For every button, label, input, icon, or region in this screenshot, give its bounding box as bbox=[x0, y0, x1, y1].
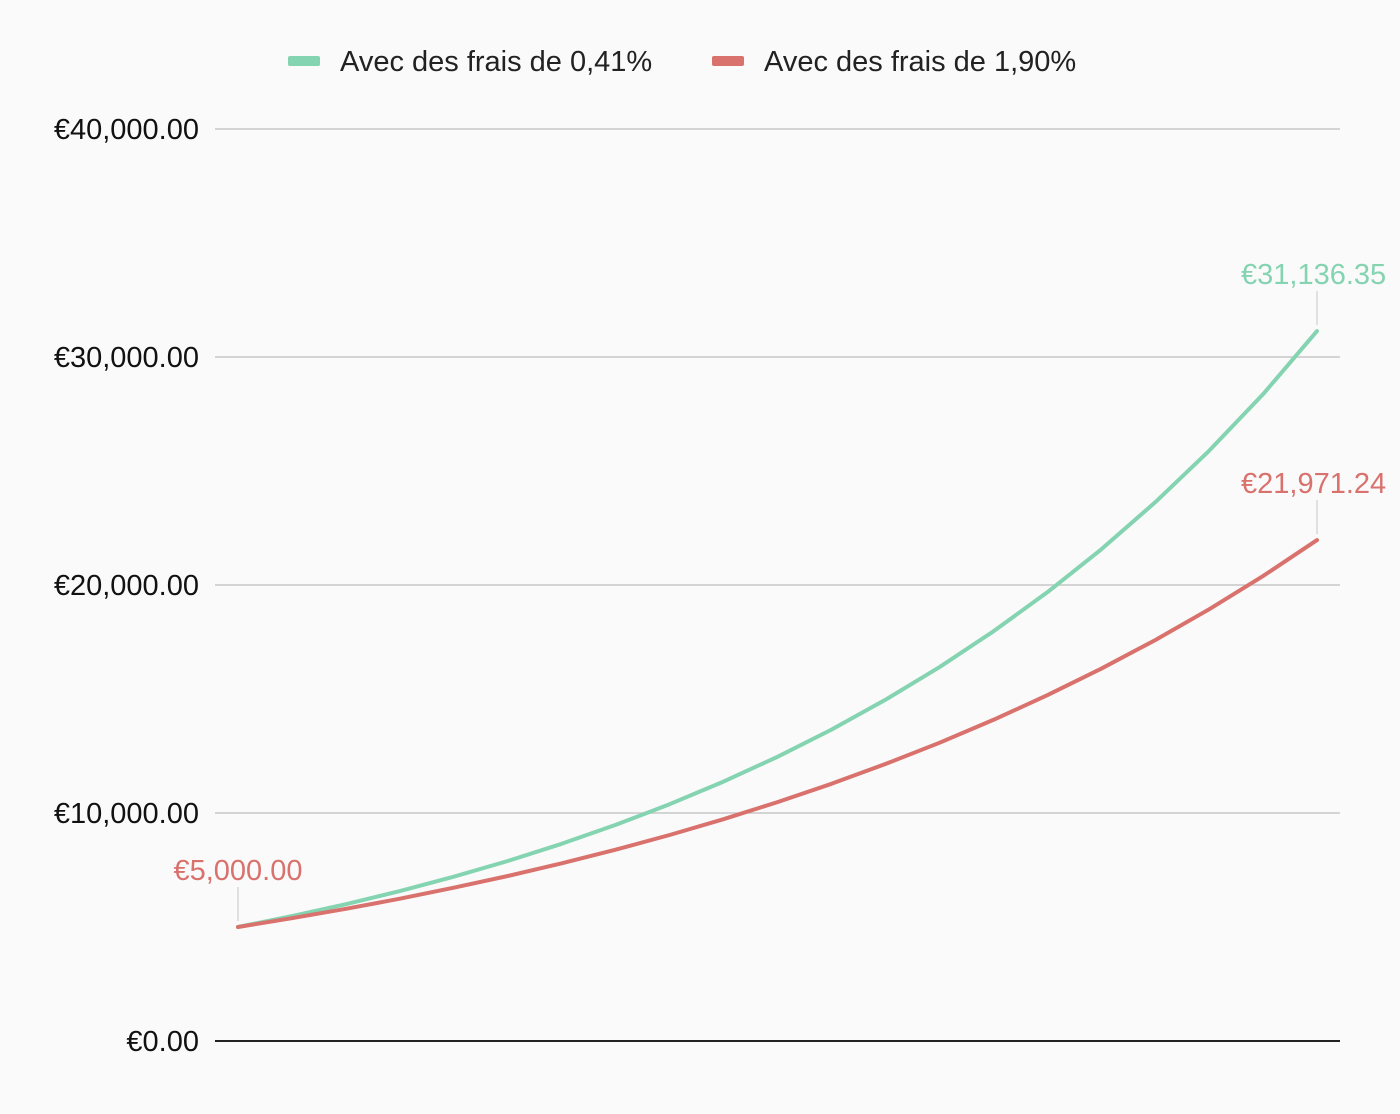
data-label-0: €5,000.00 bbox=[173, 855, 302, 887]
y-tick-label: €20,000.00 bbox=[54, 570, 199, 602]
legend-swatch-series-1 bbox=[712, 56, 744, 66]
data-label-2: €21,971.24 bbox=[1241, 468, 1386, 500]
gridlines bbox=[215, 128, 1340, 1042]
y-tick-label: €40,000.00 bbox=[54, 114, 199, 146]
y-tick-label: €10,000.00 bbox=[54, 798, 199, 830]
legend-label-series-1: Avec des frais de 1,90% bbox=[764, 46, 1076, 78]
y-tick-label: €0.00 bbox=[126, 1026, 199, 1058]
y-axis-ticks: €0.00 €10,000.00 €20,000.00 €30,000.00 €40,0… bbox=[54, 114, 199, 1058]
series-lines bbox=[236, 329, 1319, 929]
legend-label-series-0: Avec des frais de 0,41% bbox=[340, 46, 652, 78]
data-label-1: €31,136.35 bbox=[1241, 259, 1386, 291]
data-labels: €5,000.00 €31,136.35 €21,971.24 bbox=[173, 259, 1386, 921]
series-line-1[interactable] bbox=[236, 538, 1319, 929]
legend-item-series-1[interactable]: Avec des frais de 1,90% bbox=[712, 46, 1076, 78]
legend-swatch-series-0 bbox=[288, 56, 320, 66]
legend: Avec des frais de 0,41% Avec des frais d… bbox=[288, 46, 1076, 78]
legend-item-series-0[interactable]: Avec des frais de 0,41% bbox=[288, 46, 652, 78]
y-tick-label: €30,000.00 bbox=[54, 342, 199, 374]
series-line-0[interactable] bbox=[236, 329, 1319, 929]
